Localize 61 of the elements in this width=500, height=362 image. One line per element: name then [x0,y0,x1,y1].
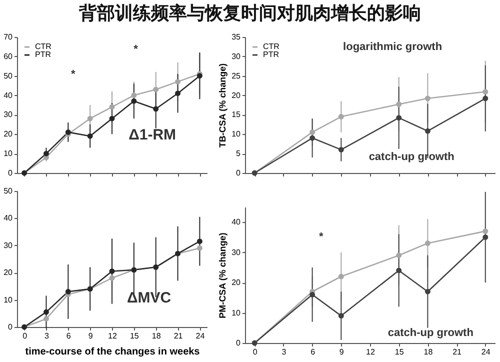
legend-label: CTR [263,42,280,51]
y-tick-label: 50 [4,71,14,80]
y-tick-label: 10 [232,308,242,318]
y-tick-label: 20 [232,90,242,100]
x-tick-label: 18 [424,348,434,356]
y-tick-label: 40 [4,90,14,100]
annotation: * [134,44,139,56]
x-tick-label: 6 [310,348,316,356]
x-tick-label: 12 [366,348,376,356]
x-tick-label: 9 [88,332,94,340]
x-tick-label: 0 [22,332,28,340]
annotation: Δ1-RM [128,126,176,144]
x-tick-label: 3 [44,332,50,340]
x-tick-label: 3 [282,348,287,356]
y-tick-label: 0 [8,168,14,178]
y-axis-title: TB-CSA (% change) [218,63,228,148]
y-tick-label: 60 [4,52,14,61]
annotation: logarithmic growth [343,41,442,53]
y-tick-label: 5 [236,149,242,158]
y-tick-label: 20 [4,268,14,278]
x-tick-label: 0 [252,348,258,356]
y-tick-label: 15 [232,110,242,120]
y-tick-label: 30 [232,248,242,257]
annotation: * [319,231,324,243]
x-tick-label: 21 [452,348,462,356]
text: 背部训练频率与恢复时间对肌肉增长的影响 [78,2,422,26]
y-tick-label: 35 [232,32,242,42]
y-tick-label: 40 [4,214,14,223]
y-tick-label: 30 [4,240,14,250]
y-tick-label: 70 [4,32,14,42]
x-tick-label: 21 [174,332,184,340]
y-tick-label: 0 [8,322,14,332]
x-tick-label: 18 [152,332,162,340]
annotation: * [70,68,76,80]
x-axis-title: time-course of the changes in weeks [25,346,200,358]
annotation: catch-up growth [368,151,455,163]
x-tick-label: 24 [481,348,491,356]
y-tick-label: 40 [232,218,242,227]
x-tick-label: 9 [339,348,344,356]
y-tick-label: 10 [4,295,14,304]
annotation: catch-up growth [388,327,474,339]
x-tick-label: 12 [108,332,118,340]
y-axis-title: PM-CSA (% change) [218,232,228,318]
x-tick-label: 6 [66,332,72,340]
x-tick-label: 24 [196,332,206,340]
y-tick-label: 0 [236,338,242,348]
y-tick-label: 20 [232,278,242,288]
x-tick-label: 15 [394,348,404,356]
y-tick-label: 10 [232,130,242,139]
legend-label: PTR [263,50,280,59]
y-tick-label: 0 [236,168,242,178]
y-tick-label: 25 [232,71,242,80]
y-tick-label: 30 [232,52,242,61]
x-tick-label: 15 [130,332,140,340]
y-tick-label: 20 [4,130,14,139]
y-tick-label: 30 [4,110,14,120]
y-tick-label: 10 [4,149,14,158]
y-tick-label: 50 [4,186,14,196]
annotation: ΔMVC [126,289,172,306]
legend-label: CTR [35,42,52,51]
legend-label: PTR [35,50,52,59]
